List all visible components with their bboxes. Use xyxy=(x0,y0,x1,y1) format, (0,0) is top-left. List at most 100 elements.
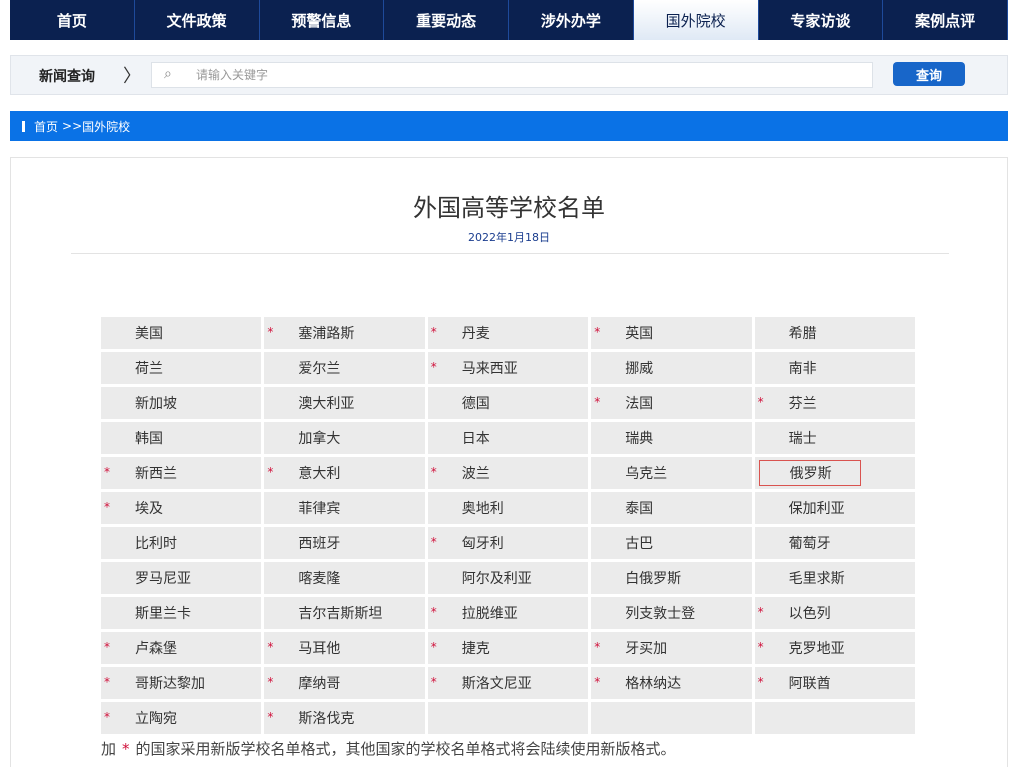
country-name: 古巴 xyxy=(625,536,654,552)
nav-tab[interactable]: 重要动态 xyxy=(384,0,509,40)
country-cell[interactable]: * 塞浦路斯 xyxy=(264,317,425,349)
breadcrumb-home[interactable]: 首页 xyxy=(34,119,59,134)
country-cell[interactable]: * 阿联酋 xyxy=(754,667,915,699)
country-cell[interactable]: 列支敦士登 xyxy=(591,597,752,629)
country-cell[interactable]: * 牙买加 xyxy=(591,632,752,664)
country-cell[interactable]: * 拉脱维亚 xyxy=(427,597,589,629)
country-name: 马来西亚 xyxy=(461,361,518,377)
country-cell[interactable]: 保加利亚 xyxy=(754,492,915,524)
star-icon: * xyxy=(267,710,274,724)
country-cell[interactable]: * 马耳他 xyxy=(264,632,425,664)
country-name: 埃及 xyxy=(135,501,163,517)
country-name: 瑞典 xyxy=(625,431,654,447)
star-icon: * xyxy=(267,325,274,339)
country-cell[interactable]: 古巴 xyxy=(591,527,752,559)
country-cell[interactable]: 阿尔及利亚 xyxy=(427,562,589,594)
country-cell[interactable]: * 格林纳达 xyxy=(591,667,752,699)
star-icon: * xyxy=(267,675,274,689)
nav-tab[interactable]: 专家访谈 xyxy=(759,0,884,40)
country-cell[interactable]: 俄罗斯 xyxy=(754,457,915,489)
country-cell[interactable]: 泰国 xyxy=(591,492,752,524)
country-cell[interactable]: * 英国 xyxy=(591,317,752,349)
country-cell[interactable]: * 匈牙利 xyxy=(427,527,589,559)
country-cell[interactable]: 瑞典 xyxy=(591,422,752,454)
country-cell[interactable]: * 法国 xyxy=(591,387,752,419)
country-cell[interactable]: 爱尔兰 xyxy=(264,352,425,384)
country-cell[interactable]: 新加坡 xyxy=(101,387,262,419)
country-cell[interactable]: 韩国 xyxy=(101,422,262,454)
star-icon: * xyxy=(757,640,764,654)
country-cell[interactable]: * 立陶宛 xyxy=(101,702,262,734)
country-cell[interactable]: * 意大利 xyxy=(264,457,425,489)
country-cell[interactable]: * 捷克 xyxy=(427,632,589,664)
country-cell[interactable]: 瑞士 xyxy=(754,422,915,454)
country-name: 阿联酋 xyxy=(788,676,831,692)
country-cell xyxy=(591,702,752,734)
country-cell[interactable]: * 克罗地亚 xyxy=(754,632,915,664)
country-cell[interactable]: 日本 xyxy=(427,422,589,454)
country-cell[interactable]: 荷兰 xyxy=(101,352,262,384)
country-cell[interactable]: * 芬兰 xyxy=(754,387,915,419)
country-cell[interactable]: 南非 xyxy=(754,352,915,384)
country-cell[interactable]: * 埃及 xyxy=(101,492,262,524)
country-cell[interactable]: 吉尔吉斯斯坦 xyxy=(264,597,425,629)
country-cell[interactable]: * 波兰 xyxy=(427,457,589,489)
chevron-right-icon: 〉 xyxy=(123,66,141,87)
country-cell[interactable]: 奥地利 xyxy=(427,492,589,524)
country-name: 芬兰 xyxy=(788,396,817,412)
country-cell[interactable]: 罗马尼亚 xyxy=(101,562,262,594)
search-input[interactable] xyxy=(196,65,856,85)
country-cell[interactable]: * 卢森堡 xyxy=(101,632,262,664)
country-cell[interactable]: 加拿大 xyxy=(264,422,425,454)
country-cell[interactable]: * 摩纳哥 xyxy=(264,667,425,699)
country-cell[interactable]: * 以色列 xyxy=(754,597,915,629)
country-name: 摩纳哥 xyxy=(298,676,341,692)
country-cell[interactable]: * 哥斯达黎加 xyxy=(101,667,262,699)
country-cell[interactable]: 希腊 xyxy=(754,317,915,349)
country-name: 新加坡 xyxy=(135,396,177,412)
nav-tab[interactable]: 国外院校 xyxy=(633,0,759,40)
country-cell[interactable]: 葡萄牙 xyxy=(754,527,915,559)
country-cell[interactable]: 德国 xyxy=(427,387,589,419)
divider xyxy=(71,253,949,254)
country-name: 泰国 xyxy=(625,501,654,517)
country-cell[interactable]: * 丹麦 xyxy=(427,317,589,349)
star-icon: * xyxy=(757,675,764,689)
country-cell[interactable]: 斯里兰卡 xyxy=(101,597,262,629)
country-cell[interactable]: 毛里求斯 xyxy=(754,562,915,594)
star-icon: * xyxy=(594,325,601,339)
country-name: 捷克 xyxy=(461,641,490,657)
country-cell[interactable]: * 斯洛文尼亚 xyxy=(427,667,589,699)
nav-tab[interactable]: 预警信息 xyxy=(260,0,385,40)
nav-tab[interactable]: 首页 xyxy=(10,0,135,40)
country-cell[interactable]: 挪威 xyxy=(591,352,752,384)
country-name: 意大利 xyxy=(298,466,341,482)
country-name: 俄罗斯 xyxy=(758,460,861,486)
country-cell[interactable]: * 新西兰 xyxy=(101,457,262,489)
country-cell[interactable]: 乌克兰 xyxy=(591,457,752,489)
star-icon: * xyxy=(104,710,110,724)
country-cell[interactable]: 喀麦隆 xyxy=(264,562,425,594)
country-cell[interactable]: * 斯洛伐克 xyxy=(264,702,425,734)
country-name: 哥斯达黎加 xyxy=(135,676,205,692)
country-cell[interactable]: 美国 xyxy=(101,317,262,349)
country-cell[interactable]: 西班牙 xyxy=(264,527,425,559)
country-cell[interactable]: 菲律宾 xyxy=(264,492,425,524)
article: 外国高等学校名单 2022年1月18日 美国 * 塞浦路斯 * 丹麦 * 英国 希腊 荷兰 爱尔兰… xyxy=(10,157,1008,767)
country-name: 马耳他 xyxy=(298,641,341,657)
breadcrumb-current[interactable]: 国外院校 xyxy=(82,119,131,134)
country-name: 新西兰 xyxy=(135,466,177,482)
country-cell[interactable]: 比利时 xyxy=(101,527,262,559)
country-name: 西班牙 xyxy=(298,536,341,552)
search-button[interactable]: 查询 xyxy=(893,62,965,86)
nav-tab[interactable]: 文件政策 xyxy=(135,0,260,40)
country-cell[interactable]: 澳大利亚 xyxy=(264,387,425,419)
country-cell[interactable]: * 马来西亚 xyxy=(427,352,589,384)
country-cell[interactable]: 白俄罗斯 xyxy=(591,562,752,594)
star-icon: * xyxy=(430,640,437,654)
star-icon: * xyxy=(104,500,110,514)
nav-tab[interactable]: 案例点评 xyxy=(883,0,1008,40)
star-icon: * xyxy=(757,605,764,619)
search-box: ⌕ xyxy=(151,62,873,88)
nav-tab[interactable]: 涉外办学 xyxy=(509,0,634,40)
